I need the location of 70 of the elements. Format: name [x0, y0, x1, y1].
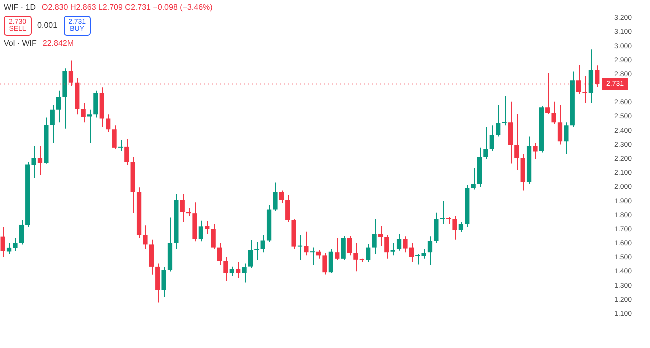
candlestick — [198, 220, 204, 242]
candlestick — [533, 142, 538, 160]
candlestick — [286, 194, 290, 223]
candlestick — [378, 226, 384, 247]
candlestick — [106, 114, 111, 133]
candlestick — [595, 65, 600, 88]
candlestick — [68, 60, 74, 87]
candlestick — [458, 222, 464, 233]
candlestick — [180, 193, 185, 223]
candlestick — [428, 236, 433, 266]
candlestick — [19, 220, 24, 246]
candlestick — [298, 234, 303, 261]
candlestick — [118, 140, 124, 152]
candlestick — [162, 266, 166, 298]
annotation: Vol · WIF — [4, 39, 37, 48]
candlestick — [384, 234, 390, 260]
annotation: 0.001 — [38, 21, 58, 30]
candlestick — [38, 146, 43, 176]
candlestick — [502, 96, 507, 126]
candlestick — [452, 216, 458, 240]
candlestick — [390, 242, 396, 256]
candlestick — [508, 101, 514, 164]
candlestick — [558, 104, 563, 146]
candlestick — [304, 231, 309, 256]
candlestick — [328, 248, 334, 274]
candlestick — [81, 103, 86, 124]
candlestick — [372, 218, 377, 255]
candlestick — [217, 242, 222, 266]
candlestick — [50, 104, 55, 144]
annotation: 22.842M — [42, 39, 74, 48]
candlestick — [124, 138, 130, 166]
candlestick — [514, 114, 520, 171]
candlestick — [94, 90, 98, 118]
candlestick — [552, 101, 556, 125]
candlestick — [112, 125, 117, 150]
candlestick — [156, 263, 160, 304]
candlestick — [260, 234, 266, 254]
candlestick — [236, 262, 241, 278]
candlestick — [484, 126, 488, 160]
candlestick — [335, 238, 340, 261]
candlestick — [143, 225, 148, 250]
candlestick — [242, 263, 247, 284]
candlestick — [341, 236, 346, 261]
candlestick — [149, 239, 154, 276]
candlestick — [322, 252, 328, 276]
candlestick — [496, 104, 501, 138]
candlestick — [434, 212, 439, 244]
candlestick — [582, 76, 588, 104]
candlestick — [56, 90, 62, 124]
candlestick — [279, 190, 284, 204]
candlestick — [576, 64, 582, 94]
candlestick — [588, 49, 594, 104]
candlestick — [366, 244, 371, 263]
candlestick — [546, 72, 550, 116]
candlestick — [490, 125, 494, 152]
candlestick — [273, 182, 278, 212]
candlestick — [224, 256, 228, 282]
text: O2.830 H2.863 L2.709 C2.731 −0.098 (−3.46%) — [42, 3, 213, 12]
chart-title: WIF · 1D — [4, 3, 36, 12]
candlestick — [0, 226, 6, 258]
candlestick — [230, 266, 234, 277]
candlestick — [347, 236, 352, 256]
candlestick — [310, 247, 315, 266]
candlestick — [211, 224, 216, 250]
candlestick — [471, 168, 476, 190]
candlestick — [396, 234, 402, 252]
candlestick — [205, 220, 210, 235]
candlestick — [564, 122, 569, 155]
candlestick — [87, 109, 92, 144]
candlestick — [440, 200, 445, 224]
